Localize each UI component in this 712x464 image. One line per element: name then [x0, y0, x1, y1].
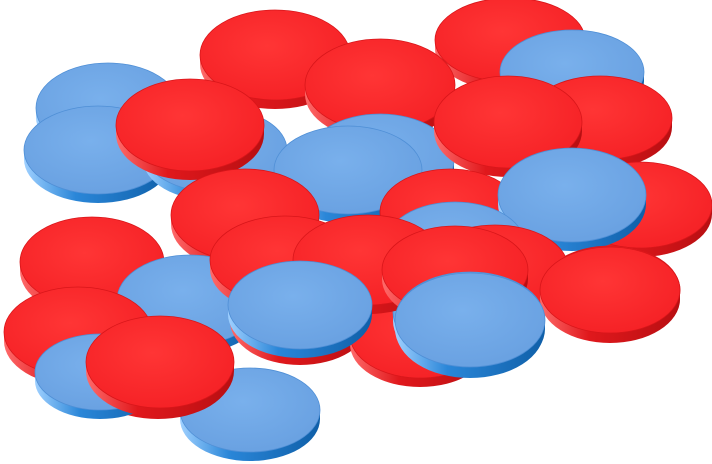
red-disc-top	[115, 78, 265, 172]
blue-disc-top	[497, 147, 647, 243]
blue-disc-edge	[24, 150, 172, 203]
blue-disc	[394, 272, 546, 376]
red-disc-edge	[86, 362, 234, 417]
blue-disc-edge	[228, 305, 372, 358]
blue-disc	[227, 260, 373, 358]
red-disc-edge	[116, 125, 264, 180]
red-disc	[85, 315, 235, 417]
disc-group	[3, 0, 712, 461]
blue-disc-edge	[180, 410, 320, 461]
red-disc-top	[539, 246, 681, 334]
red-disc-top	[433, 75, 583, 169]
blue-disc-top	[394, 272, 546, 368]
blue-disc-edge	[395, 320, 545, 376]
blue-disc-top	[273, 125, 423, 215]
red-disc	[115, 78, 265, 180]
red-disc-top	[85, 315, 235, 409]
red-disc	[539, 246, 681, 342]
red-disc-edge	[540, 290, 680, 342]
blue-disc-top	[227, 260, 373, 350]
